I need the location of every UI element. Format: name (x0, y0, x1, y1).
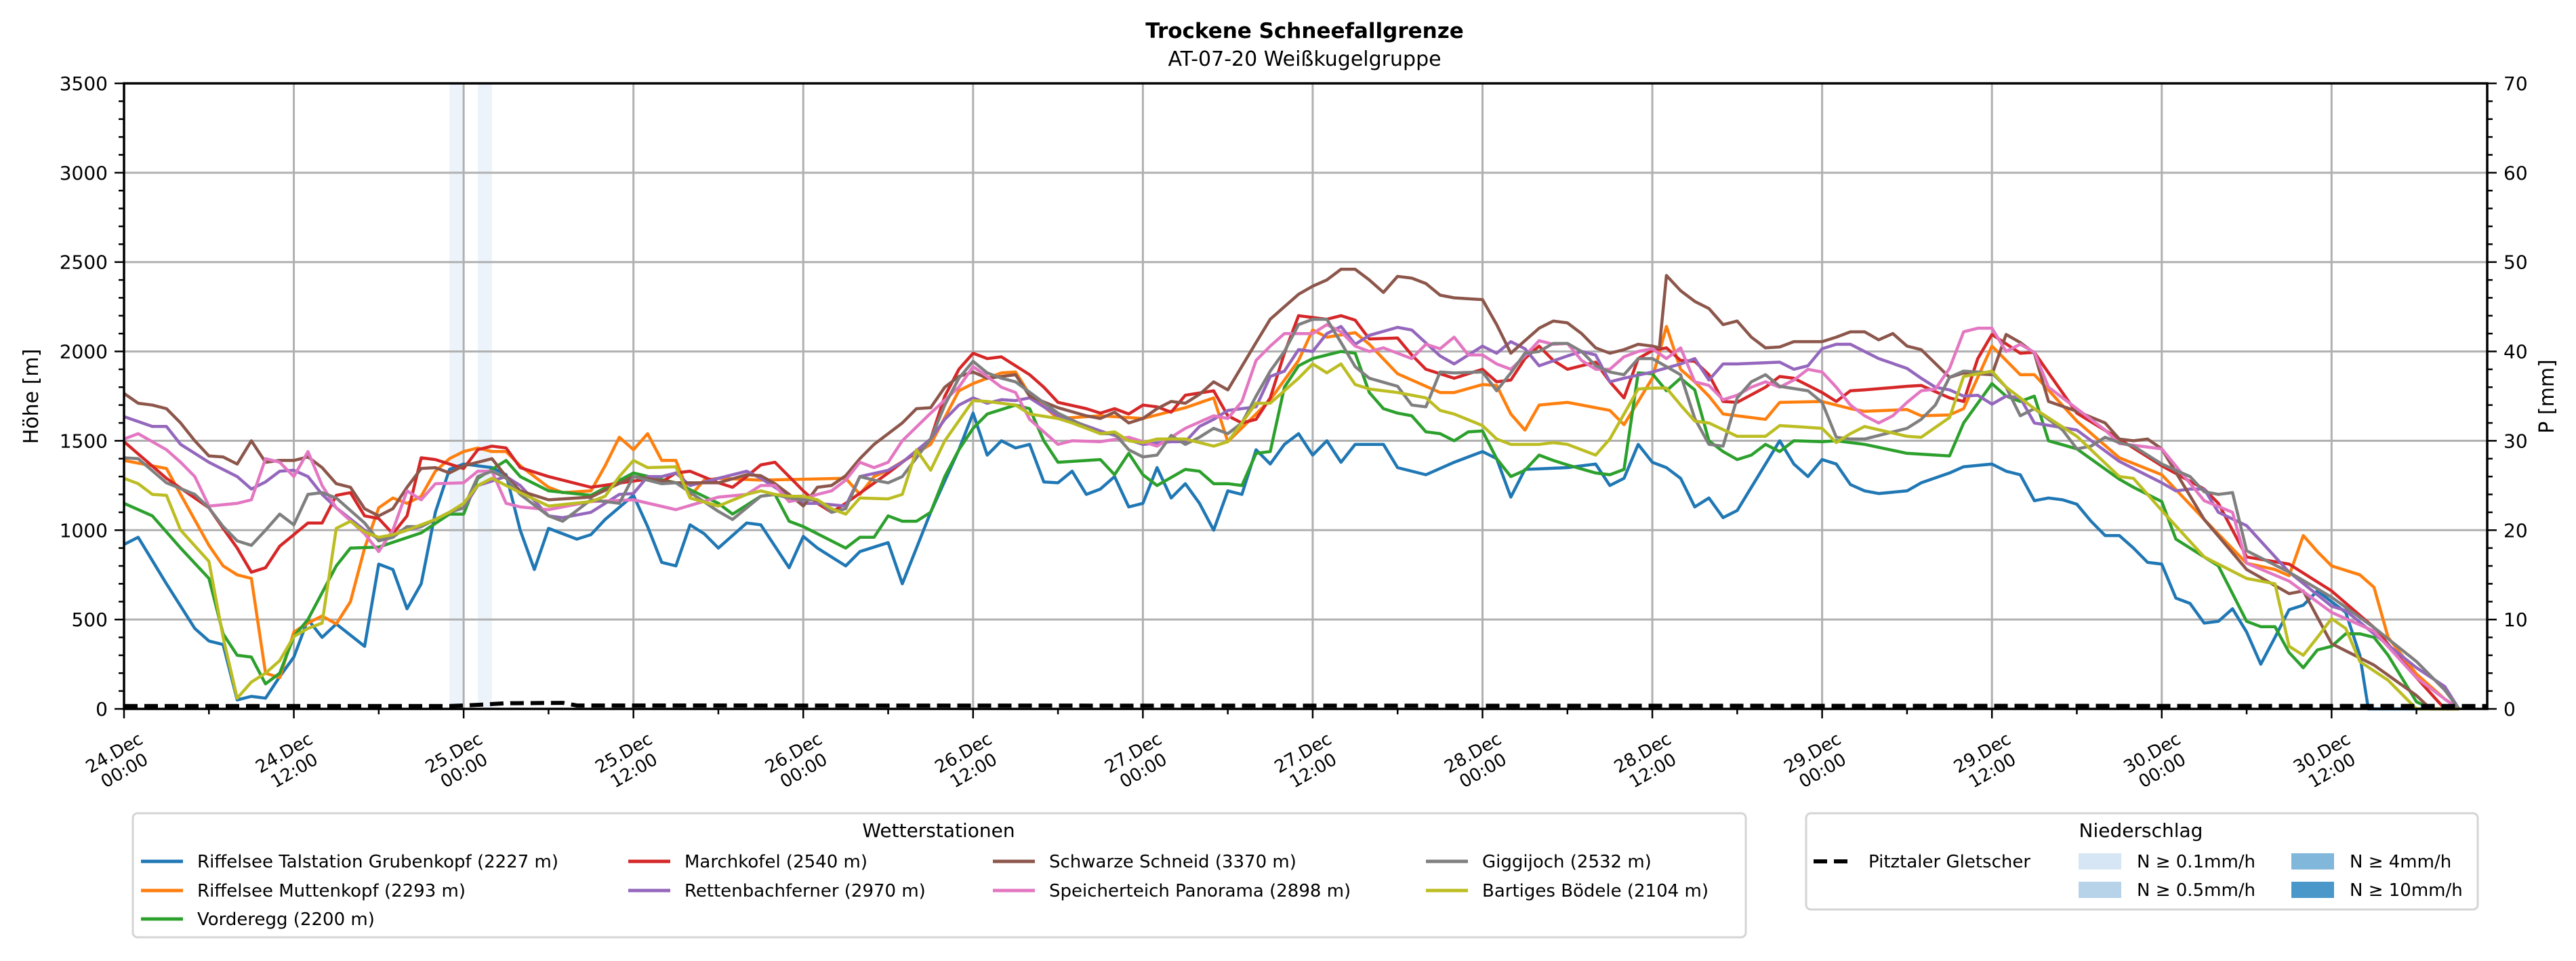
legend-precip-swatch (2079, 853, 2121, 870)
y2-tick-label: 10 (2503, 609, 2528, 631)
y-tick-label: 3500 (60, 73, 108, 95)
series-line-4 (123, 325, 2461, 710)
precip-line (124, 701, 2488, 708)
legend-label: Riffelsee Muttenkopf (2293 m) (197, 881, 466, 901)
series-lines (123, 268, 2461, 711)
series-line-8 (123, 362, 2459, 711)
legend-precip-swatch (2079, 882, 2121, 898)
legend-label: Bartiges Bödele (2104 m) (1482, 881, 1709, 901)
legend-precip-swatch (2291, 882, 2334, 898)
legend-precip-class: N ≥ 10mm/h (2291, 880, 2463, 901)
legend-precip-class: N ≥ 4mm/h (2291, 852, 2451, 872)
legend-precip-label: N ≥ 0.5mm/h (2137, 880, 2255, 901)
legend-item: Riffelsee Muttenkopf (2293 m) (141, 881, 466, 901)
legend-label: Speicherteich Panorama (2898 m) (1049, 881, 1351, 901)
legend-label: Vorderegg (2200 m) (197, 909, 375, 930)
legend-item: Speicherteich Panorama (2898 m) (993, 881, 1351, 901)
y2-tick-label: 20 (2503, 519, 2528, 541)
y2-tick-label: 40 (2503, 341, 2528, 363)
legend-item: Riffelsee Talstation Grubenkopf (2227 m) (141, 852, 558, 872)
legend-item: Marchkofel (2540 m) (628, 852, 867, 872)
y-tick-label: 1500 (60, 430, 108, 452)
legend-stations-title: Wetterstationen (862, 819, 1015, 842)
y-tick-label: 500 (72, 609, 108, 631)
series-line-6 (123, 323, 2460, 710)
legend-label: Marchkofel (2540 m) (684, 852, 867, 872)
precip-line-group (124, 701, 2488, 708)
precip-bands (449, 83, 492, 709)
chart-title: Trockene Schneefallgrenze (1145, 19, 1464, 43)
y2-tick-label: 60 (2503, 162, 2528, 184)
legend-label: Giggijoch (2532 m) (1482, 852, 1652, 872)
legend-stations-frame (131, 812, 1747, 939)
legend-item: Schwarze Schneid (3370 m) (993, 852, 1296, 872)
chart-subtitle: AT-07-20 Weißkugelgruppe (1168, 47, 1441, 71)
y2-tick-label: 0 (2503, 698, 2516, 720)
legend-item: Vorderegg (2200 m) (141, 909, 375, 930)
y-tick-label: 1000 (60, 519, 108, 541)
legend-item: Bartiges Bödele (2104 m) (1426, 881, 1709, 901)
legend-label: Rettenbachferner (2970 m) (684, 881, 926, 901)
y-tick-label: 2500 (60, 251, 108, 274)
y2-axis-label: P [mm] (2535, 359, 2559, 433)
y-tick-label: 2000 (60, 341, 108, 363)
legend-precip-line-label: Pitztaler Gletscher (1868, 852, 2030, 872)
legend-precip-swatch (2291, 853, 2334, 870)
plot-frame (123, 82, 2489, 710)
legend-label: Schwarze Schneid (3370 m) (1049, 852, 1296, 872)
series-line-1 (123, 325, 2460, 710)
legend-item: Giggijoch (2532 m) (1426, 852, 1652, 872)
legend-precip-title: Niederschlag (2079, 819, 2203, 842)
series-line-3 (123, 314, 2459, 711)
precip-band (478, 83, 492, 709)
legend-stations: Wetterstationen Riffelsee Talstation Gru… (131, 812, 1747, 939)
y2-tick-label: 30 (2503, 430, 2528, 452)
legend-label: Riffelsee Talstation Grubenkopf (2227 m) (197, 852, 558, 872)
y-tick-label: 0 (96, 698, 108, 720)
y2-tick-label: 70 (2503, 73, 2528, 95)
precip-band (449, 83, 464, 709)
y2-tick-label: 50 (2503, 251, 2528, 274)
legend-precip-label: N ≥ 4mm/h (2350, 852, 2451, 872)
legend-precip: Niederschlag Pitztaler Gletscher N ≥ 0.1… (1805, 812, 2479, 911)
y-axis-label: Höhe [m] (20, 349, 43, 445)
legend-item: Rettenbachferner (2970 m) (628, 881, 926, 901)
series-line-5 (123, 268, 2459, 711)
legend-precip-label: N ≥ 10mm/h (2350, 880, 2463, 901)
legend-precip-class: N ≥ 0.1mm/h (2079, 852, 2255, 872)
legend-precip-class: N ≥ 0.5mm/h (2079, 880, 2255, 901)
legend-precip-label: N ≥ 0.1mm/h (2137, 852, 2255, 872)
y-tick-label: 3000 (60, 162, 108, 184)
